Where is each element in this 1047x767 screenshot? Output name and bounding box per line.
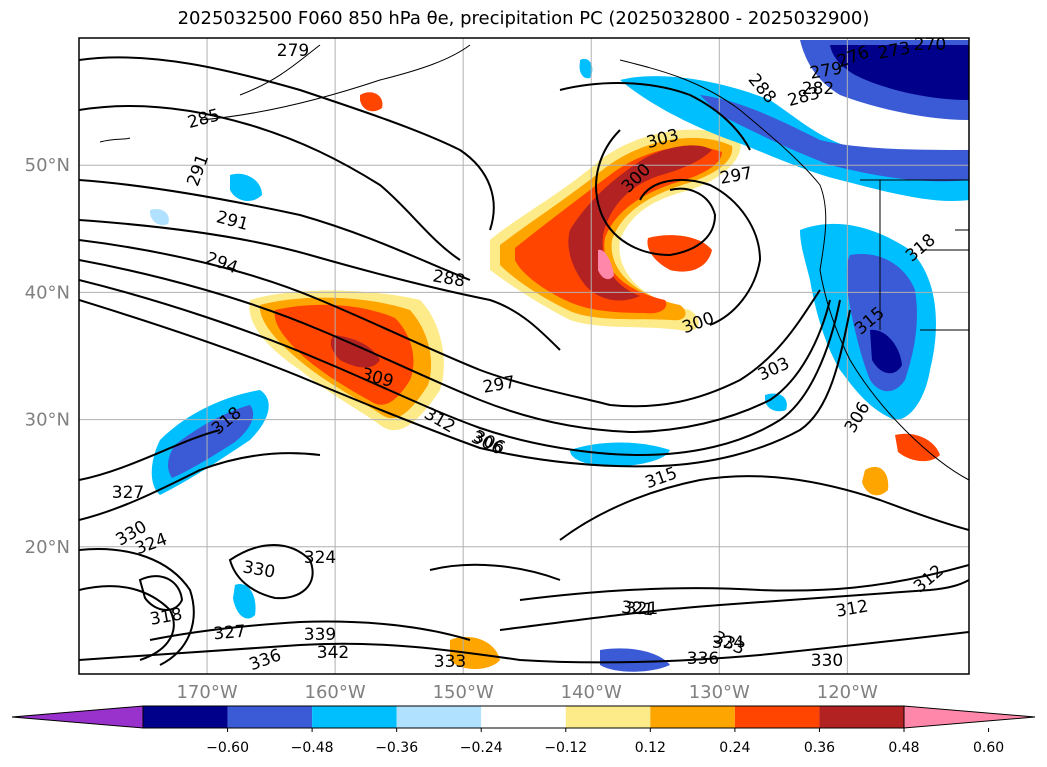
theta-e-contours (79, 56, 969, 666)
colorbar-box (396, 706, 482, 728)
colorbar-extend-high (903, 705, 1036, 729)
lat-label: 30°N (25, 410, 70, 431)
colorbar-extend-low (11, 705, 144, 729)
lat-label: 40°N (25, 282, 70, 303)
latitude-labels: 50°N 40°N 30°N 20°N (25, 155, 70, 558)
colorbar-tick-label: 0.48 (888, 740, 919, 756)
lon-label: 140°W (561, 682, 622, 703)
contour-label: 327 (213, 622, 247, 645)
contour-label: 321 (626, 599, 658, 619)
contour-label: 324 (304, 548, 336, 568)
lon-label: 150°W (433, 682, 494, 703)
colorbar-tick-label: −0.48 (291, 740, 334, 756)
colorbar-box (650, 706, 735, 728)
colorbar-tick-label: −0.24 (460, 740, 503, 756)
contour-label: 336 (687, 649, 719, 669)
contour-label: 342 (317, 643, 349, 663)
figure-title: 2025032500 F060 850 hPa θe, precipitatio… (177, 8, 870, 29)
contour-label: 327 (112, 483, 144, 503)
colorbar-tick-label: −0.60 (206, 740, 249, 756)
lon-label: 120°W (817, 682, 878, 703)
lon-label: 130°W (689, 682, 750, 703)
colorbar-tick-label: 0.60 (973, 740, 1004, 756)
colorbar-frame (142, 705, 905, 729)
contour-label: 270 (914, 35, 946, 55)
colorbar-box (819, 706, 904, 728)
lat-label: 50°N (25, 155, 70, 176)
colorbar-tick-label: 0.12 (635, 740, 666, 756)
longitude-labels: 170°W 160°W 150°W 140°W 130°W 120°W (176, 682, 878, 703)
colorbar-tick-label: 0.24 (719, 740, 750, 756)
graticule (79, 38, 969, 674)
lon-label: 160°W (305, 682, 366, 703)
colorbar-box (312, 706, 397, 728)
colorbar-ticks: −0.60 −0.48 −0.36 −0.24 −0.12 0.12 0.24 0.36 0.4… (206, 728, 1004, 756)
colorbar-tick-label: 0.36 (804, 740, 835, 756)
lon-label: 170°W (176, 682, 237, 703)
colorbar-box (481, 706, 566, 728)
map-frame (78, 37, 970, 675)
contour-label: 282 (802, 79, 834, 99)
contour-label: 339 (304, 625, 336, 645)
contour-label: 279 (277, 41, 309, 61)
precip-shading (150, 40, 969, 672)
colorbar-tick-label: −0.12 (544, 740, 587, 756)
contour-label: 321 (620, 598, 654, 621)
colorbar-box (734, 706, 820, 728)
colorbar-box (565, 706, 651, 728)
colorbar-tick-label: −0.36 (375, 740, 418, 756)
colorbar-box (143, 706, 228, 728)
colorbar (11, 705, 1036, 729)
contour-label: 333 (434, 652, 466, 672)
lat-label: 20°N (25, 537, 70, 558)
coastlines (99, 44, 969, 481)
contour-label: 330 (811, 651, 843, 671)
colorbar-box (227, 706, 313, 728)
contour-label: 324 (712, 633, 744, 653)
